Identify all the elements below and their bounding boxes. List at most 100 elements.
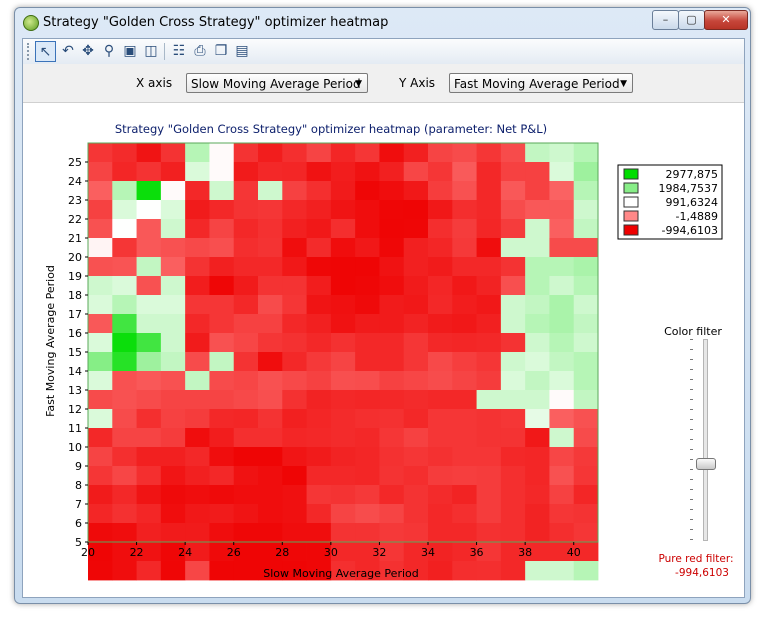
- heatmap-cell[interactable]: [403, 504, 429, 524]
- heatmap-cell[interactable]: [209, 181, 235, 201]
- heatmap-cell[interactable]: [573, 561, 599, 581]
- heatmap-cell[interactable]: [258, 314, 283, 334]
- heatmap-cell[interactable]: [306, 352, 332, 372]
- heatmap-cell[interactable]: [185, 238, 210, 258]
- heatmap-cell[interactable]: [500, 257, 526, 277]
- heatmap-cell[interactable]: [330, 542, 356, 562]
- zoom-icon[interactable]: ⚲: [103, 43, 115, 59]
- heatmap-cell[interactable]: [185, 162, 210, 182]
- heatmap-cell[interactable]: [428, 162, 453, 182]
- heatmap-cell[interactable]: [330, 352, 356, 372]
- heatmap-cell[interactable]: [88, 314, 113, 334]
- heatmap-cell[interactable]: [379, 352, 405, 372]
- heatmap-cell[interactable]: [112, 200, 137, 220]
- heatmap-cell[interactable]: [88, 257, 113, 277]
- heatmap-cell[interactable]: [233, 333, 259, 353]
- heatmap-cell[interactable]: [88, 390, 113, 410]
- heatmap-cell[interactable]: [258, 390, 283, 410]
- heatmap-cell[interactable]: [112, 561, 137, 581]
- heatmap-cell[interactable]: [476, 447, 502, 467]
- heatmap-cell[interactable]: [258, 542, 283, 562]
- heatmap-cell[interactable]: [136, 561, 162, 581]
- close-button[interactable]: ✕: [704, 10, 748, 30]
- heatmap-cell[interactable]: [258, 295, 283, 315]
- heatmap-cell[interactable]: [452, 485, 477, 505]
- heatmap-cell[interactable]: [233, 542, 259, 562]
- heatmap-cell[interactable]: [160, 219, 186, 239]
- heatmap-cell[interactable]: [403, 295, 429, 315]
- heatmap-cell[interactable]: [160, 371, 186, 391]
- heatmap-cell[interactable]: [403, 371, 429, 391]
- heatmap-cell[interactable]: [306, 466, 332, 486]
- heatmap-cell[interactable]: [233, 162, 259, 182]
- heatmap-cell[interactable]: [282, 143, 307, 163]
- heatmap-cell[interactable]: [355, 314, 380, 334]
- heatmap-cell[interactable]: [136, 523, 162, 543]
- heatmap-cell[interactable]: [330, 447, 356, 467]
- heatmap-cell[interactable]: [233, 200, 259, 220]
- heatmap-cell[interactable]: [525, 333, 550, 353]
- heatmap-cell[interactable]: [209, 409, 235, 429]
- heatmap-cell[interactable]: [379, 200, 405, 220]
- heatmap-cell[interactable]: [136, 371, 162, 391]
- heatmap-cell[interactable]: [500, 162, 526, 182]
- heatmap-cell[interactable]: [379, 542, 405, 562]
- heatmap-cell[interactable]: [355, 523, 380, 543]
- heatmap-cell[interactable]: [233, 371, 259, 391]
- heatmap-cell[interactable]: [428, 219, 453, 239]
- heatmap-cell[interactable]: [160, 390, 186, 410]
- heatmap-cell[interactable]: [452, 561, 477, 581]
- heatmap-cell[interactable]: [549, 352, 575, 372]
- heatmap-cell[interactable]: [500, 352, 526, 372]
- heatmap-cell[interactable]: [428, 561, 453, 581]
- heatmap-cell[interactable]: [136, 333, 162, 353]
- heatmap-cell[interactable]: [160, 466, 186, 486]
- heatmap-cell[interactable]: [185, 333, 210, 353]
- heatmap-cell[interactable]: [476, 219, 502, 239]
- heatmap-cell[interactable]: [282, 295, 307, 315]
- heatmap-cell[interactable]: [452, 409, 477, 429]
- heatmap-cell[interactable]: [160, 314, 186, 334]
- heatmap-cell[interactable]: [136, 466, 162, 486]
- heatmap-cell[interactable]: [282, 561, 307, 581]
- heatmap-cell[interactable]: [476, 523, 502, 543]
- heatmap-cell[interactable]: [525, 390, 550, 410]
- heatmap-cell[interactable]: [282, 523, 307, 543]
- heatmap-cell[interactable]: [233, 485, 259, 505]
- heatmap-cell[interactable]: [573, 504, 599, 524]
- heatmap-cell[interactable]: [136, 143, 162, 163]
- heatmap-cell[interactable]: [403, 428, 429, 448]
- heatmap-cell[interactable]: [233, 143, 259, 163]
- heatmap-cell[interactable]: [185, 485, 210, 505]
- heatmap-cell[interactable]: [88, 447, 113, 467]
- heatmap-cell[interactable]: [258, 257, 283, 277]
- heatmap-cell[interactable]: [379, 257, 405, 277]
- heatmap-cell[interactable]: [185, 143, 210, 163]
- heatmap-cell[interactable]: [136, 219, 162, 239]
- heatmap-cell[interactable]: [136, 485, 162, 505]
- heatmap-cell[interactable]: [306, 409, 332, 429]
- heatmap-cell[interactable]: [282, 200, 307, 220]
- heatmap-cell[interactable]: [330, 409, 356, 429]
- heatmap-cell[interactable]: [306, 200, 332, 220]
- heatmap-cell[interactable]: [306, 485, 332, 505]
- y-axis-select[interactable]: Fast Moving Average Period ▼: [449, 73, 633, 93]
- heatmap-cell[interactable]: [476, 333, 502, 353]
- heatmap-cell[interactable]: [282, 314, 307, 334]
- heatmap-cell[interactable]: [355, 333, 380, 353]
- heatmap-cell[interactable]: [160, 409, 186, 429]
- heatmap-cell[interactable]: [306, 542, 332, 562]
- heatmap-cell[interactable]: [209, 257, 235, 277]
- heatmap-cell[interactable]: [306, 447, 332, 467]
- heatmap-cell[interactable]: [355, 466, 380, 486]
- heatmap-cell[interactable]: [136, 257, 162, 277]
- heatmap-cell[interactable]: [330, 504, 356, 524]
- heatmap-cell[interactable]: [549, 333, 575, 353]
- heatmap-cell[interactable]: [379, 447, 405, 467]
- heatmap-cell[interactable]: [112, 181, 137, 201]
- heatmap-cell[interactable]: [476, 390, 502, 410]
- heatmap-cell[interactable]: [549, 428, 575, 448]
- heatmap-cell[interactable]: [355, 200, 380, 220]
- heatmap-cell[interactable]: [112, 295, 137, 315]
- heatmap-cell[interactable]: [403, 485, 429, 505]
